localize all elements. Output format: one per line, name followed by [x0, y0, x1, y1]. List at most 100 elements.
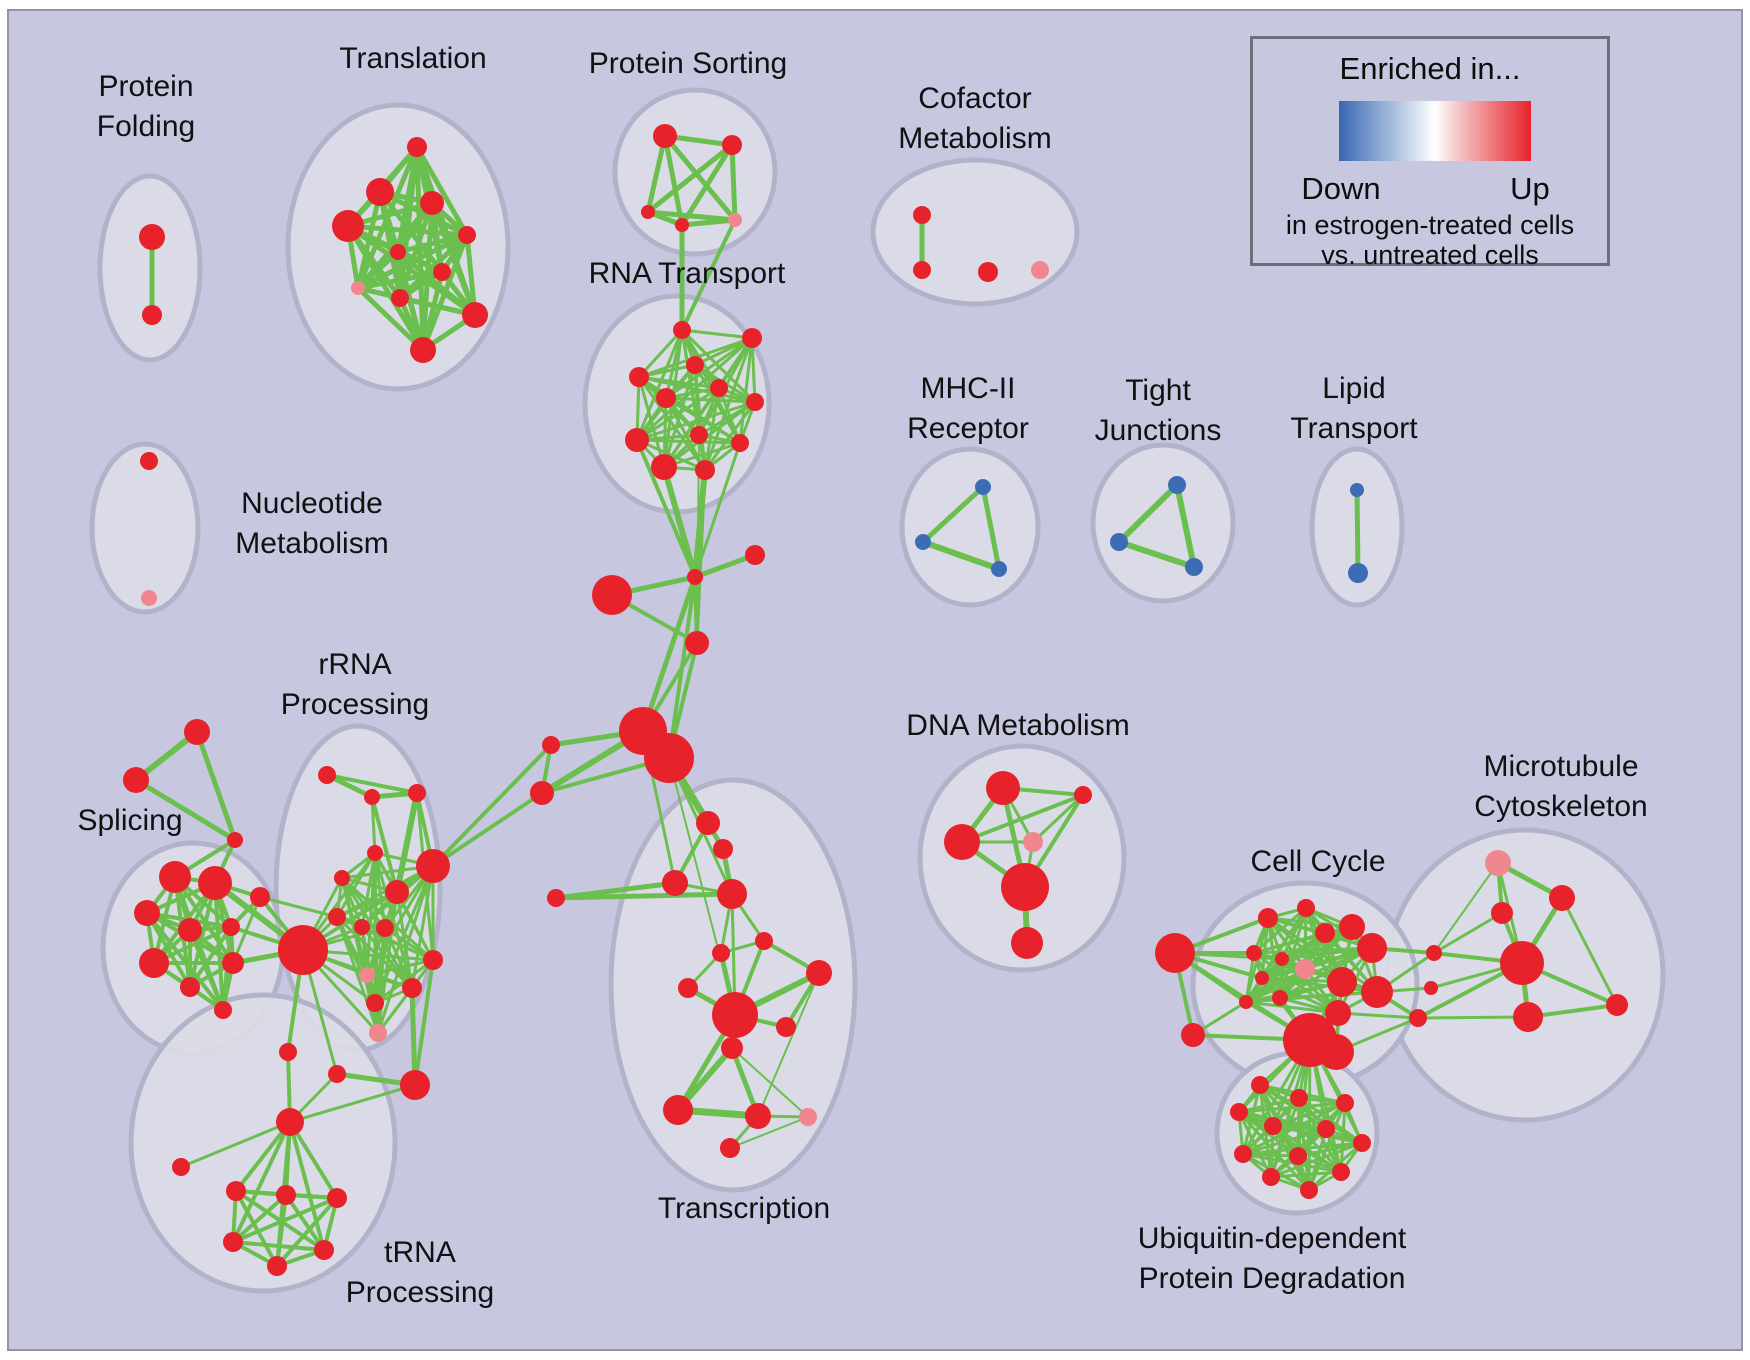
node-pf2 — [142, 305, 162, 325]
node-r1 — [318, 766, 336, 784]
node-s3 — [134, 900, 160, 926]
edge — [370, 795, 377, 855]
node-rt3 — [686, 356, 704, 374]
node-ps1 — [653, 124, 677, 148]
edge — [345, 223, 426, 353]
node-lp1 — [1350, 483, 1364, 497]
edge — [679, 217, 738, 228]
legend-caption-line1: in estrogen-treated cells — [1285, 210, 1575, 240]
node-tx1 — [696, 811, 720, 835]
node-t2 — [366, 178, 394, 206]
edge — [1252, 906, 1308, 955]
node-tx14 — [745, 1103, 771, 1129]
cluster-label-translation: Translation — [339, 42, 486, 75]
node-u4 — [1230, 1103, 1248, 1121]
edge — [431, 791, 544, 868]
edge — [410, 864, 435, 990]
node-tj2 — [1110, 533, 1128, 551]
edge — [703, 336, 754, 472]
edge — [553, 891, 735, 901]
node-s2 — [198, 866, 232, 900]
edge — [637, 328, 684, 379]
cluster-label-cofactor-metabolism: Metabolism — [898, 122, 1051, 155]
node-tx16 — [720, 1138, 740, 1158]
edge — [662, 441, 742, 469]
node-mt9 — [1606, 994, 1628, 1016]
edge — [234, 1189, 279, 1268]
edge — [645, 142, 735, 215]
node-tx8 — [806, 960, 832, 986]
node-lp2 — [1348, 563, 1368, 583]
node-cc9 — [1275, 952, 1289, 966]
edge — [194, 729, 238, 843]
node-x3 — [400, 1070, 430, 1100]
node-cc3 — [1258, 908, 1278, 928]
node-d3 — [944, 824, 980, 860]
legend-title: Enriched in... — [1339, 51, 1521, 86]
edge — [729, 142, 738, 223]
edge — [231, 1196, 339, 1244]
node-r9 — [385, 880, 409, 904]
edge — [414, 144, 470, 238]
node-cc8 — [1246, 945, 1262, 961]
edge — [231, 1240, 326, 1252]
node-cc14 — [1327, 967, 1357, 997]
node-c6 — [530, 781, 554, 805]
node-r10 — [416, 849, 450, 883]
node-c3 — [592, 575, 632, 615]
node-cc2 — [1181, 1023, 1205, 1047]
edge — [1244, 1000, 1340, 1015]
node-u5 — [1264, 1117, 1282, 1135]
node-u2 — [1290, 1089, 1308, 1107]
legend-up-label: Up — [1510, 171, 1550, 206]
node-tn6 — [314, 1240, 334, 1260]
edge — [231, 1193, 288, 1244]
edge — [395, 890, 414, 990]
edge — [376, 958, 435, 1035]
node-nm1 — [140, 452, 158, 470]
node-d2 — [1074, 786, 1092, 804]
node-u11 — [1332, 1163, 1350, 1181]
node-rt7 — [656, 388, 676, 408]
cluster-label-tight-junctions: Tight — [1125, 374, 1191, 407]
edge — [275, 1193, 288, 1268]
cluster-label-ubiquitin-degradation: Ubiquitin-dependent — [1138, 1222, 1407, 1255]
edge — [284, 1193, 326, 1252]
edge — [960, 793, 1085, 844]
cluster-ellipse-cofactor-metabolism — [870, 157, 1080, 307]
node-tn0 — [276, 1108, 304, 1136]
edge — [355, 269, 445, 291]
edge — [301, 864, 435, 952]
node-mt8 — [1513, 1002, 1543, 1032]
node-d1 — [986, 771, 1020, 805]
cluster-label-trna-processing: Processing — [346, 1276, 494, 1309]
edge — [464, 232, 478, 318]
node-cf1 — [913, 206, 931, 224]
node-r13 — [402, 978, 422, 998]
edge — [664, 336, 754, 400]
cluster-ellipse-nucleotide-metabolism — [89, 441, 201, 615]
node-tj1 — [1168, 476, 1186, 494]
node-rt12 — [695, 460, 715, 480]
edge — [692, 552, 758, 580]
edge — [637, 375, 666, 469]
edge — [640, 574, 698, 734]
edge — [662, 133, 685, 228]
edge — [920, 484, 986, 545]
node-cc1 — [1155, 933, 1195, 973]
node-s1 — [159, 861, 191, 893]
node-tx3 — [662, 870, 688, 896]
edge — [635, 400, 757, 442]
node-r2 — [364, 789, 380, 805]
node-tx11 — [776, 1017, 796, 1037]
edge — [1416, 1015, 1530, 1020]
edge — [1432, 911, 1504, 955]
node-s5 — [222, 918, 240, 936]
node-t11 — [410, 337, 436, 363]
node-rt6 — [746, 393, 764, 411]
edge — [345, 223, 470, 238]
node-r8 — [376, 919, 394, 937]
node-cc6 — [1339, 914, 1365, 940]
node-c4 — [685, 631, 709, 655]
edge — [365, 958, 435, 977]
